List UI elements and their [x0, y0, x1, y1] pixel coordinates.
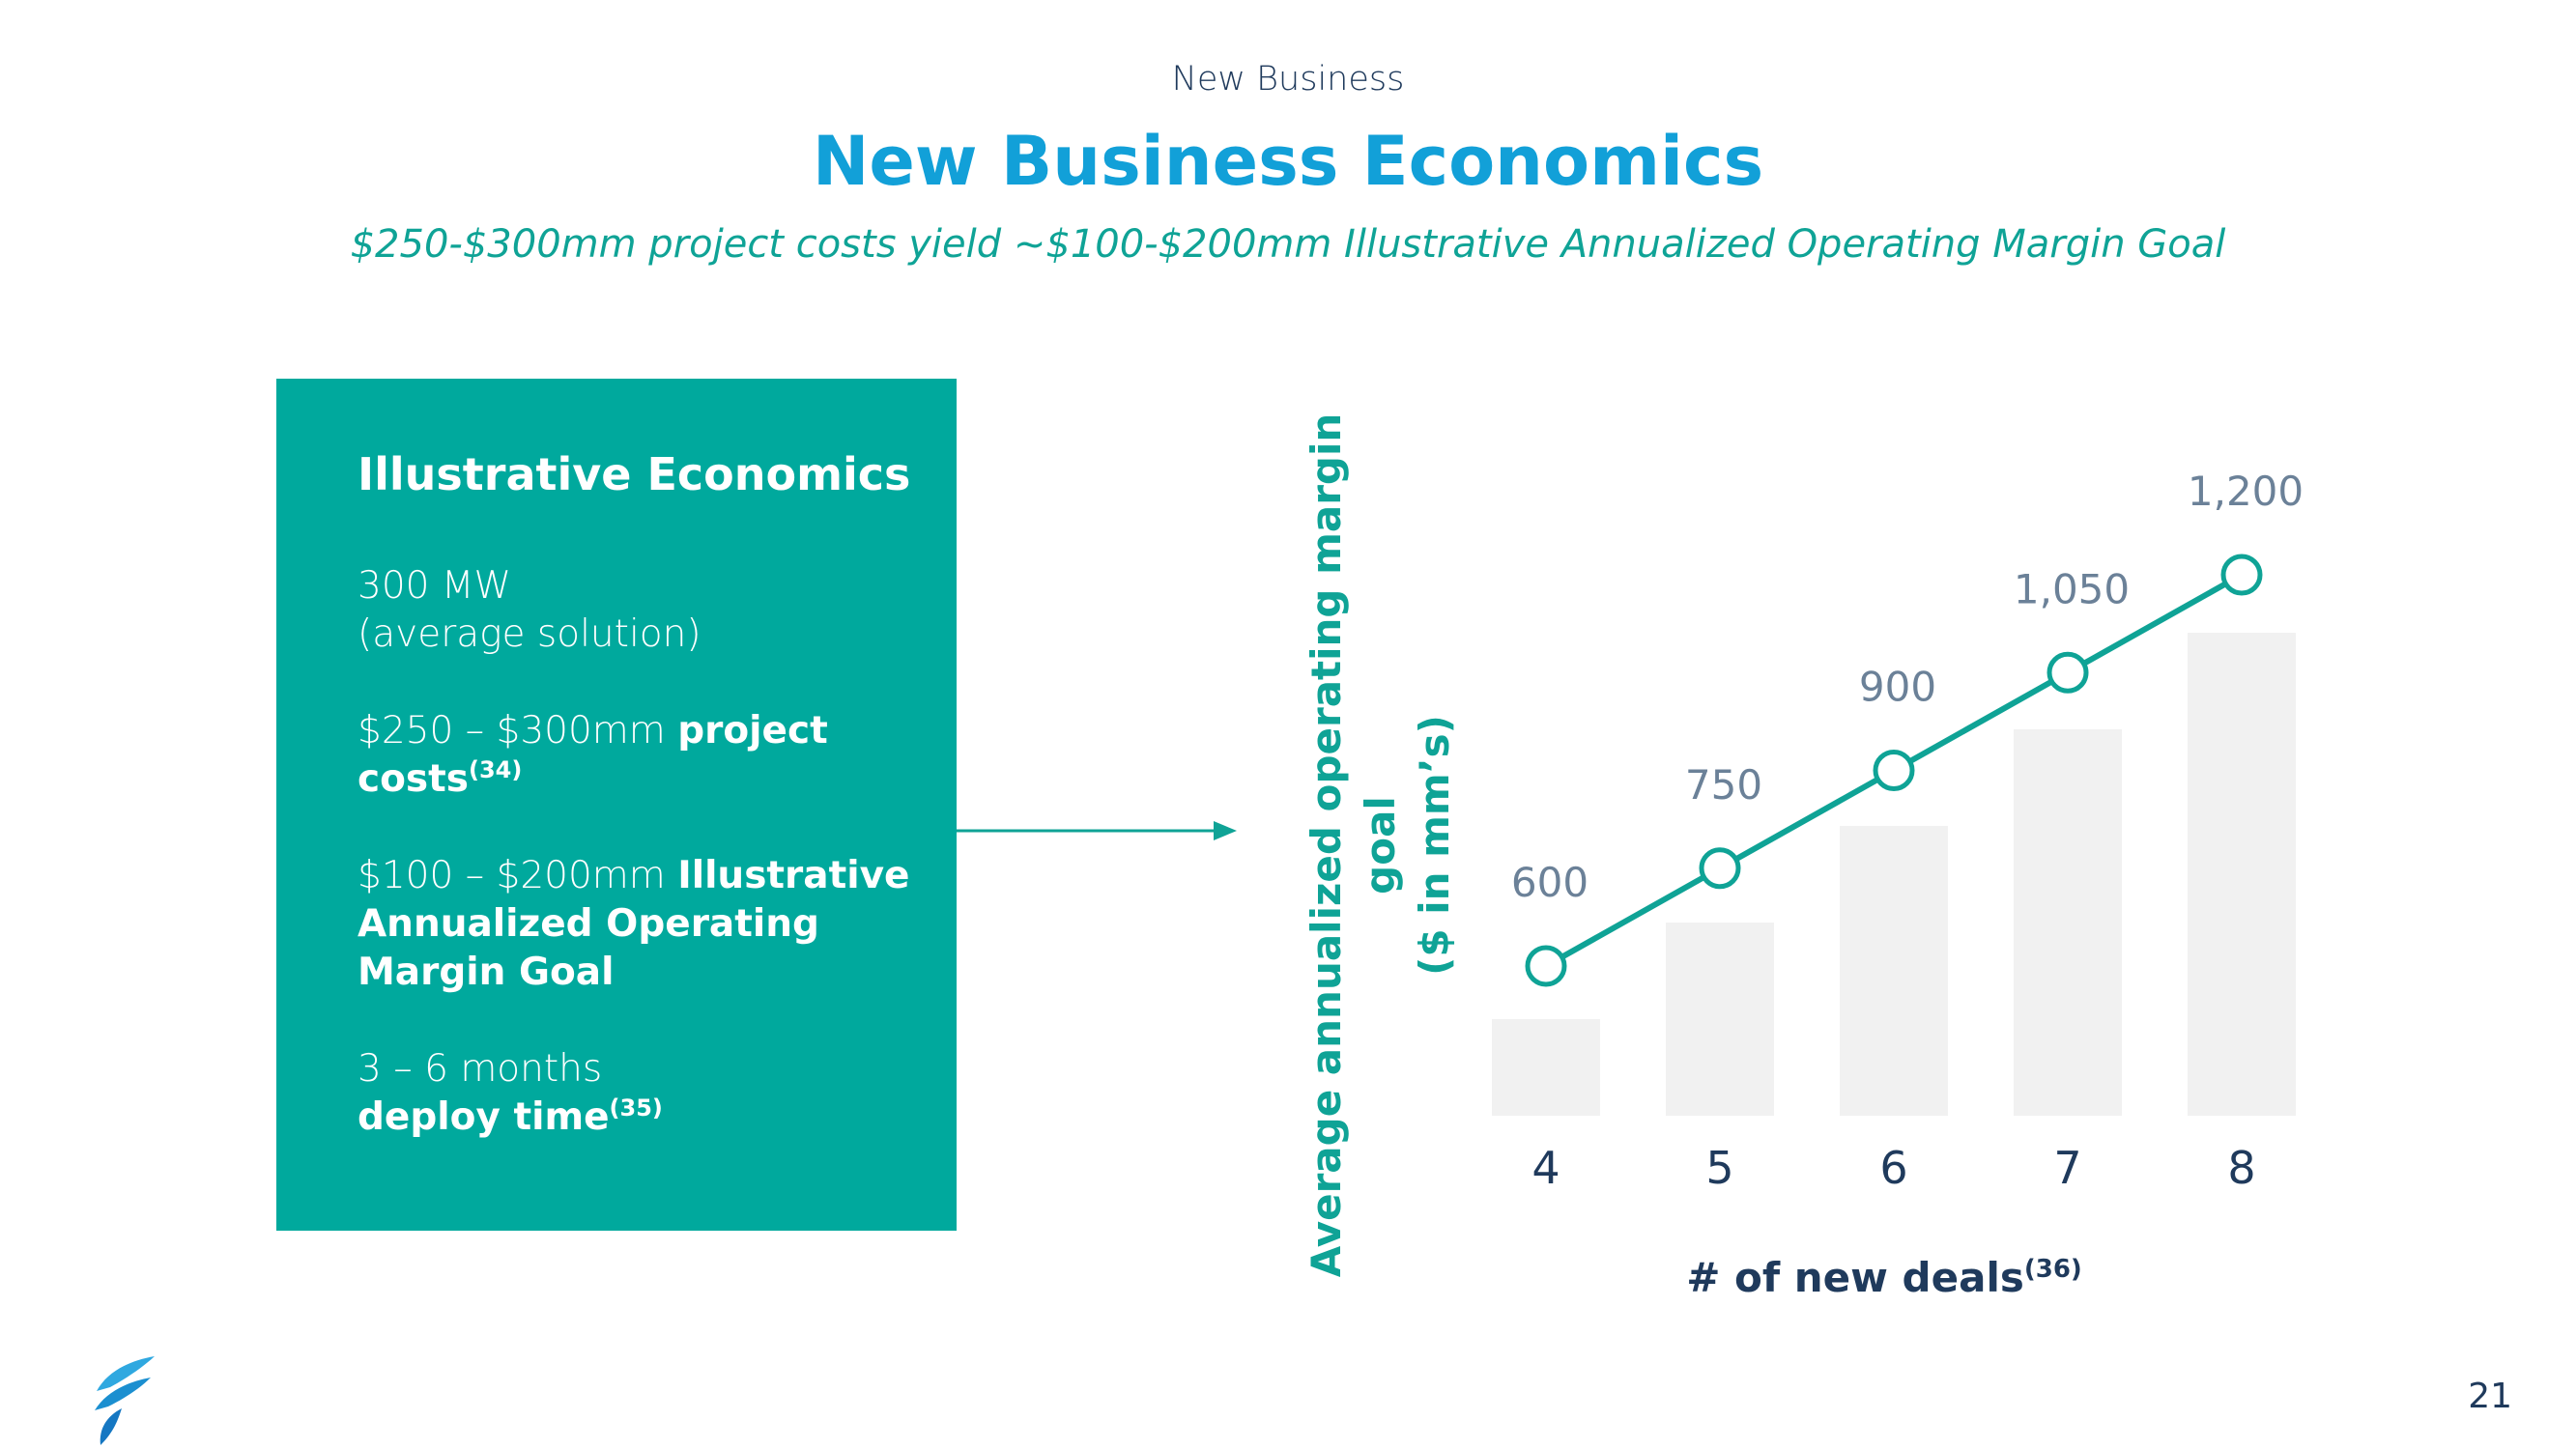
- costs-label-1: project: [677, 709, 828, 753]
- costs-footnote: (34): [468, 756, 523, 783]
- margin-goal-chart: 600 750 900 1,050 1,200 4 5 6 7 8: [1492, 468, 2304, 1194]
- capacity-value: 300 MW: [358, 564, 512, 608]
- data-point: [1699, 847, 1741, 890]
- costs-value: $250 – $300mm: [358, 709, 666, 753]
- x-axis-title-text: # of new deals: [1686, 1254, 2024, 1301]
- capacity-note: (average solution): [358, 612, 701, 656]
- x-tick-label: 6: [1879, 1142, 1907, 1194]
- y-axis-title: Average annualized operating margin goal…: [1300, 411, 1458, 1280]
- background-bar: [2014, 729, 2122, 1116]
- capacity-item: 300 MW (average solution): [358, 562, 918, 659]
- x-axis-footnote: (36): [2023, 1255, 2082, 1284]
- deploy-footnote: (35): [609, 1094, 663, 1122]
- data-label: 1,200: [2188, 468, 2304, 515]
- data-label: 750: [1685, 761, 1762, 809]
- page-subtitle: $250-$300mm project costs yield ~$100-$2…: [350, 222, 2226, 267]
- x-tick-label: 4: [1531, 1142, 1560, 1194]
- margin-value: $100 – $200mm: [358, 854, 666, 897]
- x-tick-label: 8: [2227, 1142, 2255, 1194]
- data-point: [1525, 945, 1567, 987]
- data-point: [1873, 750, 1915, 791]
- costs-label-2: costs: [358, 757, 469, 801]
- page-title: New Business Economics: [812, 122, 1764, 201]
- deploy-value: 3 – 6 months: [358, 1047, 603, 1091]
- right-arrow-icon: [957, 821, 1237, 840]
- company-logo-icon: [95, 1356, 155, 1445]
- margin-label-3: Margin Goal: [358, 951, 615, 994]
- x-tick-label: 5: [1705, 1142, 1733, 1194]
- page-number: 21: [2468, 1377, 2512, 1416]
- margin-label-2: Annualized Operating: [358, 902, 819, 946]
- data-point: [2220, 554, 2263, 596]
- data-point: [2046, 651, 2089, 694]
- x-tick-label: 7: [2053, 1142, 2081, 1194]
- x-axis-title: # of new deals(36): [1643, 1254, 2126, 1301]
- margin-goal-item: $100 – $200mm Illustrative Annualized Op…: [358, 852, 918, 997]
- deploy-label: deploy time: [358, 1095, 610, 1139]
- section-label: New Business: [1171, 60, 1405, 99]
- data-label: 1,050: [2014, 565, 2130, 612]
- econ-box-title: Illustrative Economics: [358, 448, 911, 500]
- background-bar: [1492, 1019, 1600, 1116]
- background-bar: [1840, 826, 1948, 1116]
- margin-label-1: Illustrative: [677, 854, 910, 897]
- data-label: 900: [1859, 664, 1936, 711]
- illustrative-economics-box: Illustrative Economics 300 MW (average s…: [276, 379, 957, 1231]
- background-bar: [1666, 923, 1774, 1116]
- deploy-time-item: 3 – 6 months deploy time(35): [358, 1045, 918, 1142]
- background-bar: [2188, 633, 2296, 1116]
- y-axis-title-line1: Average annualized operating margin goal: [1302, 412, 1404, 1278]
- data-label: 600: [1511, 859, 1589, 906]
- project-costs-item: $250 – $300mm project costs(34): [358, 707, 918, 804]
